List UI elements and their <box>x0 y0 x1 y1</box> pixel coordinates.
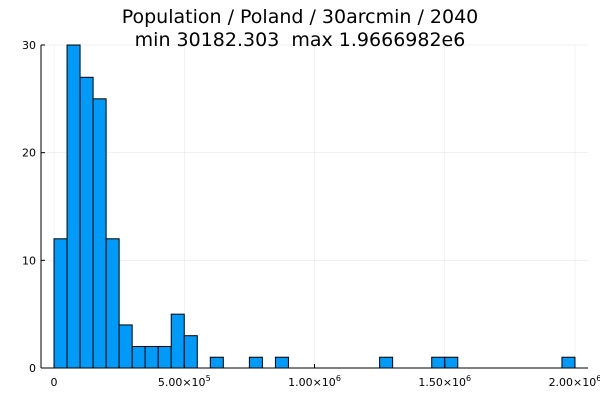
x-tick-label-3: 1.50×106 <box>418 374 471 389</box>
y-tick-label-3: 30 <box>22 39 36 52</box>
chart-title-line-2: min 30182.303 max 1.9666982e6 <box>134 29 466 51</box>
histogram-bar-9 <box>170 313 185 369</box>
histogram-bar-1 <box>66 44 81 369</box>
histogram-bar-2 <box>79 76 94 369</box>
histogram-bar-7 <box>144 345 159 369</box>
x-tick-label-1: 5.00×105 <box>158 374 211 389</box>
histogram-bar-8 <box>157 345 172 369</box>
x-tick-label-0: 0 <box>51 376 58 389</box>
histogram-bar-3 <box>92 98 107 369</box>
histogram-bar-0 <box>53 238 68 369</box>
x-tick-label-4: 2.00×106 <box>549 374 600 389</box>
histogram-bar-15 <box>431 356 446 369</box>
y-tick-label-1: 10 <box>22 254 36 267</box>
x-tick-label-2: 1.00×106 <box>288 374 341 389</box>
chart-title-line-1: Population / Poland / 30arcmin / 2040 <box>121 6 479 28</box>
histogram-bar-14 <box>379 356 394 369</box>
histogram-bar-10 <box>183 335 198 369</box>
histogram-bar-16 <box>444 356 459 369</box>
y-tick-label-2: 20 <box>22 147 36 160</box>
histogram-bar-13 <box>274 356 289 369</box>
histogram-bar-11 <box>209 356 224 369</box>
y-tick-label-0: 0 <box>29 362 36 375</box>
histogram-bar-6 <box>131 345 146 369</box>
histogram-bar-17 <box>561 356 576 369</box>
histogram-bar-5 <box>118 324 133 369</box>
histogram-bar-4 <box>105 238 120 369</box>
histogram-bar-12 <box>248 356 263 369</box>
